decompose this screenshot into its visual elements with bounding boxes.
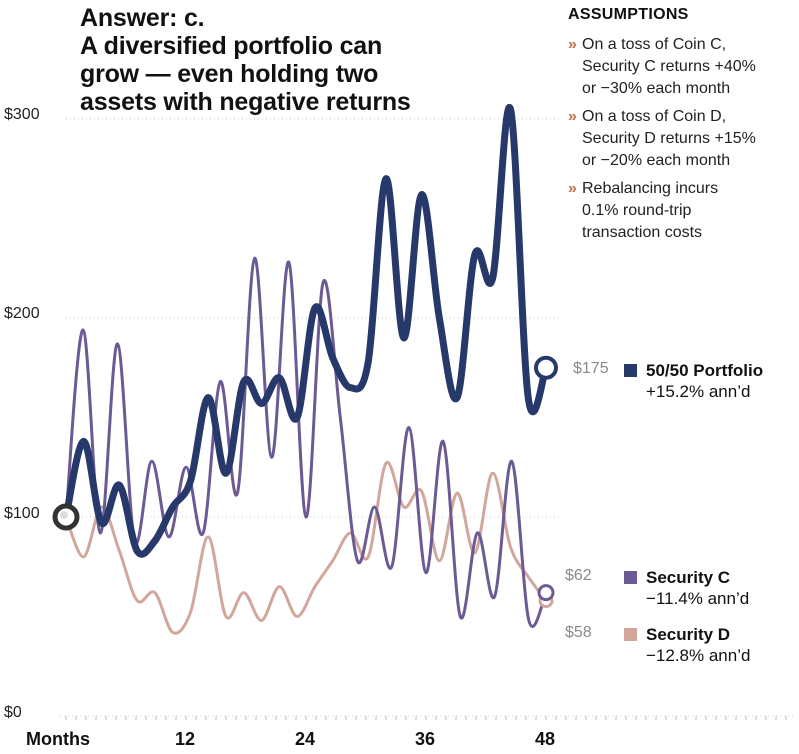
- assumption-line: 0.1% round-trip: [582, 202, 692, 219]
- y-tick-label: $200: [4, 305, 40, 322]
- headline-line-3: grow — even holding two: [80, 60, 379, 88]
- x-tick-label: 48: [535, 729, 556, 749]
- legend-security-c-name: Security C: [646, 568, 731, 587]
- legend-security-d: Security D −12.8% ann’d: [624, 624, 750, 666]
- assumption-line: On a toss of Coin D,: [582, 108, 727, 125]
- portfolio-line: [62, 103, 550, 558]
- assumption-line: Security D returns +15%: [582, 130, 756, 147]
- legend-portfolio-return: +15.2% ann’d: [646, 382, 751, 401]
- legend-swatch: [624, 571, 637, 584]
- bullet-icon: »: [568, 108, 577, 125]
- x-tick-label: 24: [295, 729, 316, 749]
- chart-axes: [60, 118, 795, 720]
- assumption-line: Rebalancing incurs: [582, 180, 719, 197]
- legend-security-c-return: −11.4% ann’d: [646, 589, 750, 608]
- assumption-coin-d: » On a toss of Coin D, Security D return…: [568, 106, 796, 172]
- bullet-icon: »: [568, 36, 577, 53]
- legend-security-c: Security C −11.4% ann’d: [624, 567, 749, 609]
- security-d-end-value: $58: [565, 624, 592, 641]
- headline-line-1: Answer: c.: [80, 4, 205, 32]
- headline-line-4: assets with negative returns: [80, 88, 411, 116]
- legend-security-d-return: −12.8% ann’d: [646, 646, 751, 665]
- x-tick-label: 36: [415, 729, 436, 749]
- headline: Answer: c. A diversified portfolio can g…: [80, 4, 411, 116]
- legend-swatch: [624, 364, 637, 377]
- y-tick-label: $300: [4, 106, 40, 123]
- assumption-line: On a toss of Coin C,: [582, 36, 727, 53]
- y-tick-label: $100: [4, 505, 40, 522]
- security-c-end-value: $62: [565, 567, 592, 584]
- security-c-end-marker: [537, 584, 555, 602]
- assumption-rebalancing: » Rebalancing incurs 0.1% round-trip tra…: [568, 178, 796, 244]
- assumption-line: Security C returns +40%: [582, 58, 756, 75]
- headline-line-2: A diversified portfolio can: [80, 32, 383, 60]
- legend-swatch: [624, 628, 637, 641]
- portfolio-end-marker: [534, 355, 558, 380]
- security-c-line: [64, 256, 548, 628]
- x-axis-label: Months: [26, 729, 90, 749]
- assumption-line: or −20% each month: [582, 152, 731, 169]
- assumption-line: or −30% each month: [582, 80, 731, 97]
- y-tick-label: $0: [4, 704, 22, 721]
- legend-portfolio: 50/50 Portfolio +15.2% ann’d: [624, 360, 763, 402]
- portfolio-end-value: $175: [573, 360, 609, 377]
- chart-end-markers: [52, 355, 558, 609]
- assumption-line: transaction costs: [582, 224, 703, 241]
- assumptions-panel: ASSUMPTIONS » On a toss of Coin C, Secur…: [568, 6, 796, 250]
- assumptions-title: ASSUMPTIONS: [568, 6, 689, 23]
- start-marker-highlight: [60, 511, 68, 519]
- legend-portfolio-name: 50/50 Portfolio: [646, 361, 764, 380]
- legend-security-d-name: Security D: [646, 625, 731, 644]
- bullet-icon: »: [568, 180, 577, 197]
- x-tick-label: 12: [175, 729, 196, 749]
- assumption-coin-c: » On a toss of Coin C, Security C return…: [568, 34, 796, 100]
- chart-lines: [62, 103, 550, 635]
- security-d-line: [64, 460, 548, 635]
